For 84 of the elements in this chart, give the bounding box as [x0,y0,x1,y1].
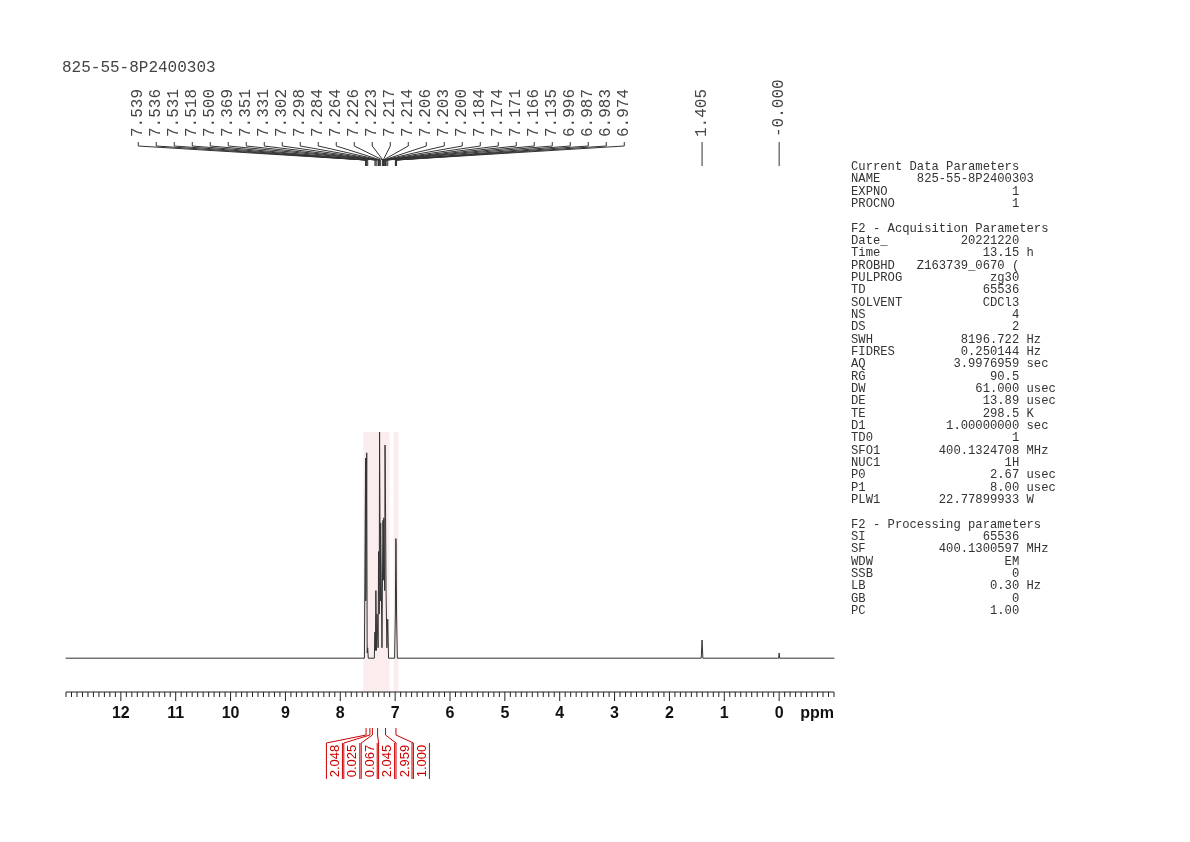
annotation: 7.500 [201,88,220,137]
text: GB 0 [851,591,1020,606]
text: RG 90.5 [851,369,1020,384]
text: PLW1 22.77899933 W [851,492,1035,507]
annotation: 7.351 [237,88,256,137]
annotation: 7.214 [399,88,418,137]
annotation: 6.987 [579,88,598,137]
x-tick-label: 5 [500,704,510,721]
annotation: 7.284 [309,88,328,137]
text: PROCNO 1 [851,196,1020,211]
annotation: 7.298 [291,88,310,137]
annotation: 7.206 [417,88,436,137]
annotation: 7.369 [219,88,238,137]
text: D1 1.00000000 sec [851,418,1049,433]
text: NUC1 1H [851,455,1020,470]
annotation: 7.264 [327,88,346,137]
x-tick-label: 7 [390,704,400,721]
text: PROBHD Z163739_0670 ( [851,258,1020,273]
x-tick-label: 11 [167,704,185,721]
band-label: 2.959 [396,744,412,778]
text: FIDRES 0.250144 Hz [851,344,1042,359]
text: LB 0.30 Hz [851,579,1042,594]
x-tick-label: 8 [335,704,345,721]
text: SWH 8196.722 Hz [851,332,1042,347]
x-tick-label: 3 [610,704,620,721]
band-label: 1.000 [413,744,429,778]
text: TD 65536 [851,283,1020,298]
text: DE 13.89 usec [851,394,1056,409]
annotation: 7.171 [507,88,526,137]
annotation: 7.531 [165,88,184,137]
band-label: 2.045 [379,744,395,778]
annotation: 7.135 [543,88,562,137]
x-tick-label: 9 [280,704,290,721]
text: SFO1 400.1324708 MHz [851,443,1049,458]
text: AQ 3.9976959 sec [851,357,1049,372]
text: SSB 0 [851,566,1020,581]
text: SF 400.1300597 MHz [851,542,1049,557]
text: P1 8.00 usec [851,480,1056,495]
annotation: 1.405 [693,88,712,137]
text: NS 4 [851,307,1020,322]
text: PULPROG zg30 [851,270,1020,285]
text: F2 - Processing parameters [851,517,1042,532]
annotation: 7.203 [435,88,454,137]
annotation: 6.974 [615,88,634,137]
x-tick-label: 6 [445,704,455,721]
annotation: 7.223 [363,88,382,137]
annotation: -0.000 [770,79,789,137]
text: DW 61.000 usec [851,381,1056,396]
text: WDW EM [851,554,1020,569]
band-label: 0.067 [361,744,377,778]
x-tick-label: 2 [664,704,674,721]
annotation: 7.331 [255,88,274,137]
annotation: 6.983 [597,88,616,137]
x-tick-label: 12 [111,704,130,721]
x-axis-title: ppm [800,704,834,721]
text: DS 2 [851,320,1020,335]
annotation: 6.996 [561,88,580,137]
text: Time 13.15 h [851,246,1034,261]
text: PC 1.00 [851,603,1020,618]
annotation: 7.184 [471,88,490,137]
x-tick-label: 0 [774,704,784,721]
x-tick-label: 10 [221,704,240,721]
band-label: 0.025 [344,744,360,778]
x-tick-label: 1 [719,704,729,721]
annotation: 7.539 [129,88,148,137]
chart-title: 825-55-8P2400303 [62,59,216,77]
text: SOLVENT CDCl3 [851,295,1020,310]
text: Current Data Parameters [851,160,1020,174]
annotation: 7.302 [273,88,292,137]
text: NAME 825-55-8P2400303 [851,172,1034,187]
annotation: 7.200 [453,88,472,137]
text: TE 298.5 K [851,406,1035,421]
text: TD0 1 [851,431,1020,446]
annotation: 7.518 [183,88,202,137]
annotation: 7.166 [525,88,544,137]
band-label: 2.048 [326,744,342,778]
annotation: 7.536 [147,88,166,137]
x-tick-label: 4 [555,704,565,721]
annotation: 7.226 [345,88,364,137]
text: P0 2.67 usec [851,468,1056,483]
text: F2 - Acquisition Parameters [851,221,1049,236]
text: EXPNO 1 [851,184,1020,199]
annotation: 7.217 [381,88,400,137]
annotation: 7.174 [489,88,508,137]
